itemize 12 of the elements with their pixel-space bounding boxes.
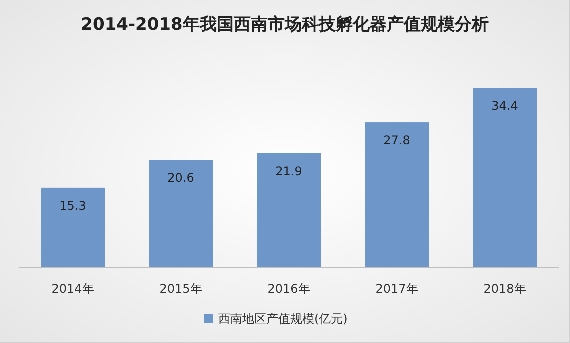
data-label: 21.9: [276, 164, 302, 178]
chart-title: 2014-2018年我国西南市场科技孵化器产值规模分析: [81, 15, 489, 35]
data-label: 27.8: [384, 134, 410, 148]
data-label: 15.3: [60, 198, 86, 213]
legend: 西南地区产值规模(亿元): [204, 312, 348, 326]
x-tick-label: 2016年: [268, 282, 310, 296]
x-tick-label: 2014年: [52, 282, 94, 296]
x-tick-label: 2015年: [160, 282, 202, 296]
data-label: 34.4: [492, 99, 518, 113]
x-tick-label: 2017年: [376, 282, 418, 296]
x-tick-label: 2018年: [484, 282, 526, 296]
data-label: 20.6: [168, 171, 194, 186]
